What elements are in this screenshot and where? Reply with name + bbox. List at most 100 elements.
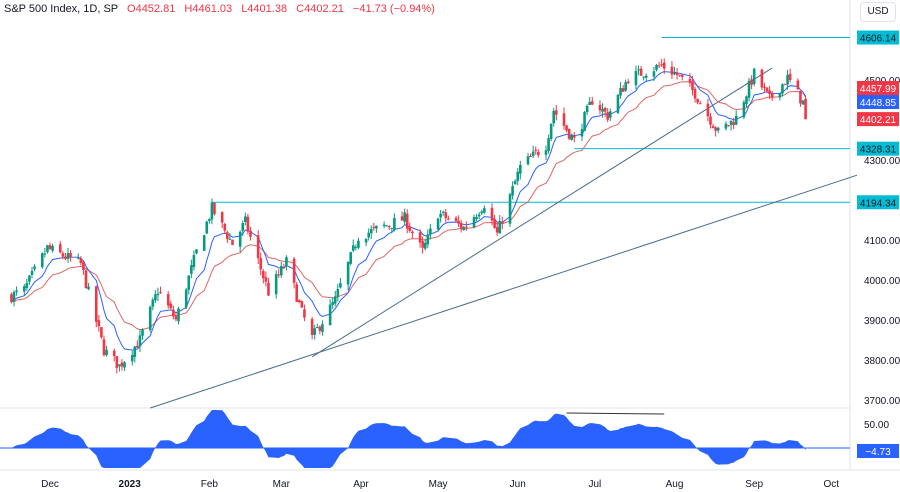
candle-body: [159, 292, 162, 294]
candle-body: [588, 101, 591, 106]
candle-body: [752, 68, 756, 84]
candle-body: [483, 208, 486, 213]
candle-body: [441, 211, 445, 213]
slow-moving-average-line: [11, 81, 806, 330]
candle-body: [105, 349, 108, 356]
candle-body: [123, 362, 126, 368]
candle-body: [331, 301, 334, 306]
candle-body: [585, 105, 589, 113]
candle-body: [709, 116, 712, 125]
candle-body: [184, 289, 188, 308]
candle-body: [747, 80, 751, 98]
candle-body: [400, 216, 404, 221]
candle-body: [64, 256, 67, 259]
candle-body: [97, 320, 101, 327]
candle-body: [788, 73, 792, 81]
candle-body: [148, 306, 152, 331]
candle-body: [691, 81, 694, 90]
candle-body: [580, 129, 584, 137]
candle-body: [711, 126, 715, 129]
candle-body: [447, 218, 450, 220]
slow-ma-price-tag: 4457.99: [860, 84, 897, 95]
candle-body: [256, 235, 260, 259]
candle-body: [426, 234, 430, 245]
candle-body: [43, 253, 47, 255]
price-tick-label: 4100.00: [864, 236, 900, 247]
candle-body: [565, 125, 568, 131]
candle-body: [15, 290, 18, 292]
candle-body: [513, 181, 517, 185]
candle-body: [66, 253, 70, 259]
time-tick-label: Dec: [41, 479, 59, 490]
candle-body: [405, 213, 409, 229]
candle-body: [472, 217, 476, 228]
candle-body: [429, 228, 432, 235]
candle-body: [174, 316, 178, 320]
candle-body: [94, 286, 98, 322]
candle-body: [678, 74, 681, 76]
candle-body: [745, 96, 748, 105]
candle-body: [61, 253, 65, 257]
candle-body: [644, 75, 648, 78]
candle-body: [675, 72, 679, 76]
candle-body: [804, 98, 807, 120]
fast-moving-average-line: [11, 71, 807, 351]
candle-body: [493, 219, 496, 229]
candle-body: [51, 245, 54, 251]
candle-body: [760, 69, 764, 88]
candle-body: [156, 293, 160, 296]
candle-body: [626, 81, 630, 84]
candle-body: [734, 115, 738, 125]
candle-body: [603, 107, 607, 112]
candle-body: [282, 267, 286, 269]
candle-body: [133, 346, 137, 357]
level-price-tag-bg: [857, 195, 899, 210]
candle-body: [336, 289, 340, 297]
candle-body: [781, 84, 784, 94]
candle-body: [770, 93, 774, 98]
candle-body: [421, 241, 424, 248]
price-tick-label: 4300.00: [864, 156, 900, 167]
candle-body: [601, 108, 604, 112]
candle-body: [30, 270, 34, 275]
candle-body: [357, 240, 360, 248]
candle-body: [277, 274, 281, 276]
trendline: [150, 174, 858, 409]
change-value: −41.73 (−0.94%): [352, 3, 435, 15]
time-tick-label: May: [429, 479, 448, 490]
candle-body: [554, 110, 558, 115]
candle-body: [490, 207, 494, 221]
candle-body: [639, 68, 643, 76]
candle-body: [786, 74, 789, 85]
candle-body: [519, 165, 522, 174]
candle-body: [444, 212, 448, 219]
candle-body: [231, 239, 234, 246]
open-value: O4452.81: [127, 3, 176, 15]
candle-body: [624, 82, 627, 91]
candle-body: [511, 186, 514, 196]
candle-body: [190, 265, 193, 274]
candle-body: [544, 150, 548, 155]
candle-body: [349, 252, 352, 264]
fast-ma-price-tag-bg: [857, 95, 899, 109]
close-value: C4402.21: [296, 3, 344, 15]
candle-body: [295, 284, 299, 302]
candle-body: [228, 238, 232, 240]
oscillator-tick-label: 50.00: [864, 420, 889, 431]
price-tick-label: 3900.00: [864, 316, 900, 327]
time-tick-label: Apr: [353, 479, 369, 490]
time-tick-label: Jul: [588, 479, 601, 490]
candle-body: [76, 257, 80, 259]
candle-body: [799, 90, 802, 104]
oscillator-area: [11, 410, 806, 468]
candle-body: [58, 244, 62, 253]
time-tick-label: Aug: [666, 479, 684, 490]
candle-body: [706, 103, 710, 117]
level-price-tag: 4194.34: [860, 198, 897, 209]
candle-body: [477, 214, 481, 217]
currency-button[interactable]: USD: [860, 2, 896, 22]
candle-body: [562, 113, 566, 126]
candle-body: [141, 329, 144, 336]
candle-body: [801, 100, 805, 105]
